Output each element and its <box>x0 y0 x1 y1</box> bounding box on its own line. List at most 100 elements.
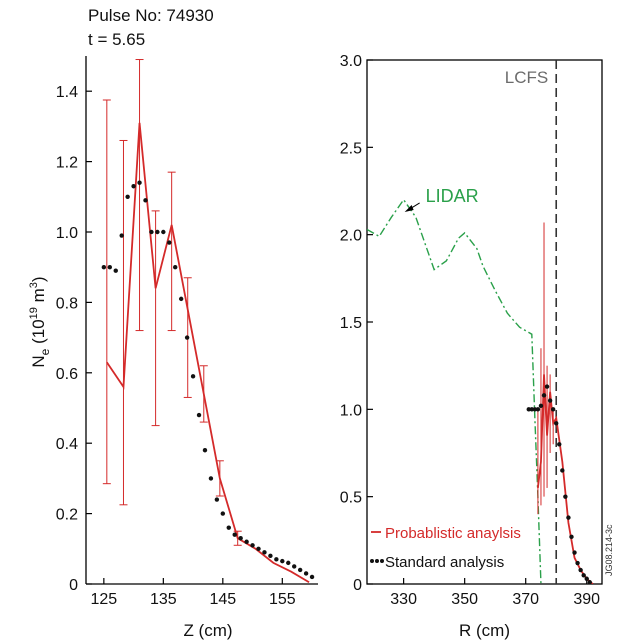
left-standard-point <box>178 296 184 302</box>
left-standard-point <box>149 229 154 235</box>
right-probabilistic-line <box>537 374 594 584</box>
right-standard-point <box>563 494 568 499</box>
ylabel-sup2: 3 <box>28 282 40 288</box>
left-standard-point <box>232 532 237 537</box>
left-standard-point <box>238 536 243 541</box>
left-panel: 0 0.2 0.4 0.6 0.8 1.0 1.2 1.4 125 135 145 155 Z (cm)… <box>28 56 318 640</box>
left-standard-point <box>167 240 172 245</box>
left-y-axis-label: Ne (1019 m3) <box>28 276 52 367</box>
right-standard-point <box>587 580 592 584</box>
legend-standard-swatch-dot <box>375 559 379 563</box>
pulse-number: Pulse No: 74930 <box>88 6 214 25</box>
left-standard-point <box>262 550 267 555</box>
left-y-tick-label: 0.2 <box>56 507 78 524</box>
legend-standard-swatch-dot <box>380 559 384 563</box>
legend-probabilistic-label: Probablistic anaylsis <box>385 525 521 542</box>
right-standard-point <box>538 403 544 409</box>
figure-id-watermark: JG08.214-3c <box>604 524 614 576</box>
left-standard-point <box>161 229 166 235</box>
right-y-tick-label: 2.5 <box>340 140 362 157</box>
left-y-tick-label: 0.8 <box>56 295 78 312</box>
left-standard-point <box>256 546 261 551</box>
right-panel: 0 0.5 1.0 1.5 2.0 2.5 3.0 330 350 370 390 R (cm) LCF… <box>340 53 614 640</box>
right-y-tick-label: 1.5 <box>340 315 362 332</box>
left-standard-point <box>226 525 231 530</box>
legend-standard-label: Standard analysis <box>385 554 504 571</box>
ylabel-sup: 19 <box>28 307 40 319</box>
right-standard-point <box>550 407 556 412</box>
right-y-tick-label: 1.0 <box>340 402 362 419</box>
left-y-tick-label: 0 <box>69 577 78 594</box>
right-standard-point <box>541 393 547 398</box>
left-standard-point <box>244 539 249 544</box>
ylabel-sub: e <box>38 348 52 355</box>
ylabel-rest: (10 <box>29 319 48 348</box>
left-standard-point <box>297 567 303 573</box>
ylabel-main: N <box>29 355 48 367</box>
right-x-tick-label: 370 <box>512 591 539 608</box>
left-standard-point <box>196 412 202 418</box>
right-x-tick-label: 350 <box>451 591 478 608</box>
right-standard-point <box>572 550 577 555</box>
right-standard-point <box>566 515 571 520</box>
lidar-arrow-head <box>404 204 414 212</box>
left-y-tick-label: 0.4 <box>56 436 78 453</box>
ylabel-close: ) <box>29 276 48 282</box>
right-standard-point <box>526 407 531 412</box>
left-standard-point <box>119 233 124 238</box>
right-standard-point <box>560 468 565 473</box>
left-x-axis-label: Z (cm) <box>183 621 232 640</box>
left-standard-point <box>101 265 107 270</box>
left-x-tick-label: 125 <box>90 591 117 608</box>
right-standard-point <box>529 407 535 412</box>
left-standard-point <box>250 543 255 548</box>
left-y-tick-label: 1.4 <box>56 84 78 101</box>
left-standard-point <box>268 553 273 559</box>
right-standard-point <box>544 384 550 389</box>
right-standard-point <box>532 407 538 412</box>
lidar-label: LIDAR <box>426 186 479 206</box>
right-plot-area <box>367 60 594 584</box>
left-standard-point <box>190 374 196 379</box>
legend-standard-swatch-dot <box>370 559 374 563</box>
left-standard-point <box>274 557 279 562</box>
right-standard-point <box>569 534 574 540</box>
right-standard-point <box>547 398 553 403</box>
left-standard-point <box>113 268 118 273</box>
right-standard-point <box>581 573 586 578</box>
left-standard-point <box>286 560 291 566</box>
right-x-axis-label: R (cm) <box>459 621 510 640</box>
left-standard-point <box>214 497 220 502</box>
left-y-tick-label: 0.6 <box>56 366 78 383</box>
right-y-tick-label: 3.0 <box>340 53 362 70</box>
right-standard-point <box>578 567 583 573</box>
left-x-tick-label: 145 <box>209 591 236 608</box>
right-standard-point <box>575 560 580 566</box>
left-standard-point <box>309 574 315 580</box>
left-standard-point <box>280 558 285 564</box>
right-y-tick-label: 0.5 <box>340 490 362 507</box>
left-standard-point <box>173 265 178 270</box>
lidar-line <box>367 198 542 584</box>
left-y-tick-label: 1.2 <box>56 155 78 172</box>
left-standard-point <box>155 229 160 235</box>
left-plot-area <box>101 59 315 584</box>
lcfs-label: LCFS <box>505 68 548 87</box>
right-y-tick-label: 2.0 <box>340 228 362 245</box>
right-standard-point <box>557 442 562 447</box>
left-x-tick-label: 135 <box>150 591 177 608</box>
left-standard-point <box>131 184 136 189</box>
left-standard-point <box>125 194 130 199</box>
left-standard-point <box>292 564 297 569</box>
right-standard-point <box>535 407 541 412</box>
left-standard-point <box>220 511 226 516</box>
left-x-tick-label: 155 <box>269 591 296 608</box>
right-standard-point <box>584 576 589 581</box>
left-standard-point <box>137 180 142 185</box>
left-standard-point <box>143 198 148 203</box>
time-value: t = 5.65 <box>88 30 146 49</box>
left-standard-point <box>184 335 190 340</box>
right-x-tick-label: 390 <box>573 591 600 608</box>
right-standard-point <box>554 421 559 426</box>
